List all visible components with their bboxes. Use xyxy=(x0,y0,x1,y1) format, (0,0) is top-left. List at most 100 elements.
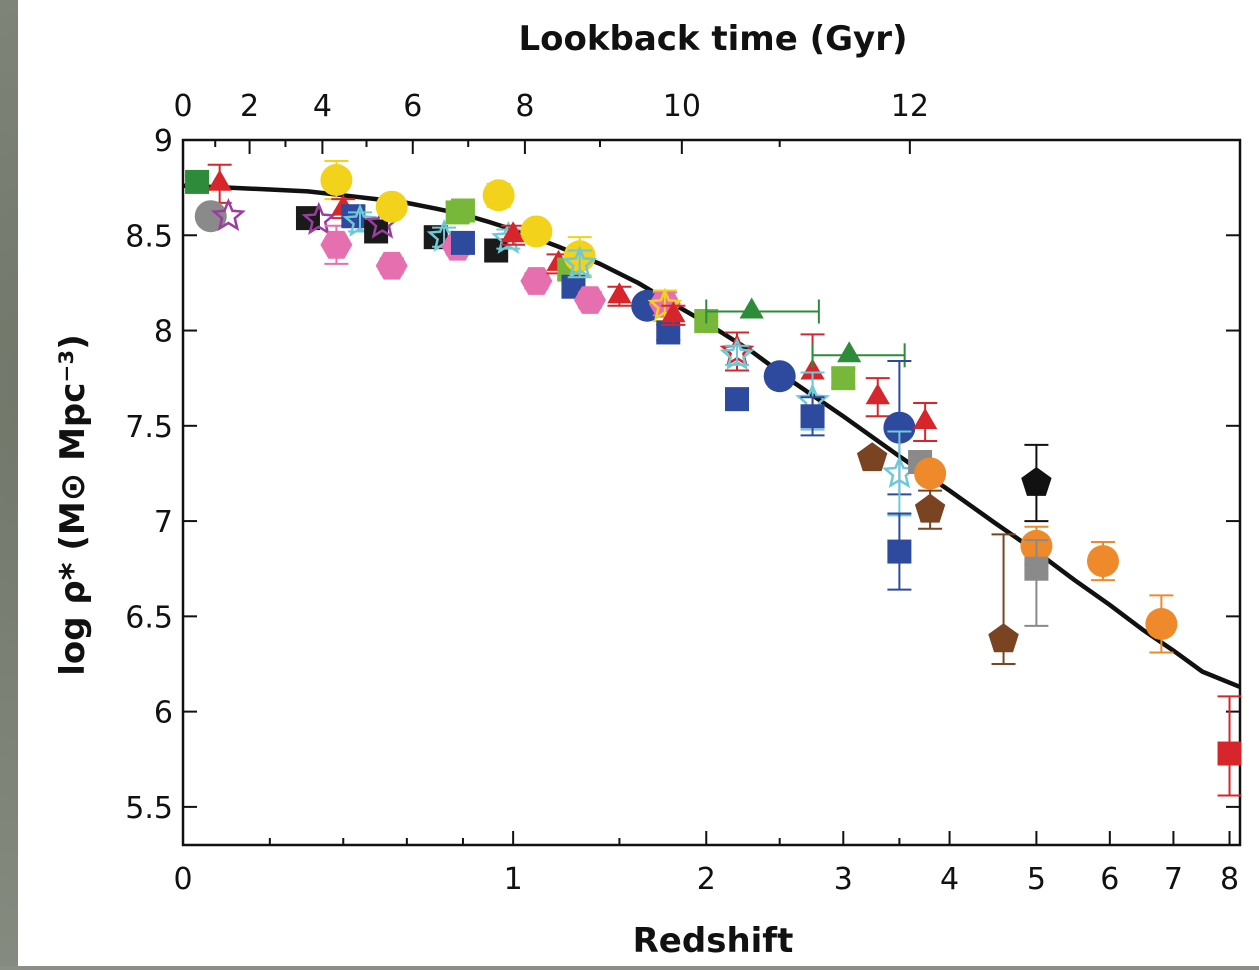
axes-frame: 0 1 2 3 4 5 6 7 80 2 4 6 8 10 125.566.577.588.59 xyxy=(125,89,1242,897)
marker-square xyxy=(484,238,509,263)
marker-star xyxy=(210,197,246,232)
marker-triangle xyxy=(607,282,632,304)
marker-triangle xyxy=(913,408,938,429)
data-point xyxy=(482,179,515,212)
marker-star xyxy=(719,337,755,371)
marker-square xyxy=(800,404,825,429)
data-point xyxy=(520,215,553,248)
top-tick-label: 6 xyxy=(403,89,422,124)
data-point xyxy=(562,245,598,279)
marker-pentagon xyxy=(988,623,1019,653)
top-tick-label: 12 xyxy=(891,89,929,124)
x-tick-label: 1 xyxy=(504,862,523,897)
data-point xyxy=(913,401,938,443)
model-curve xyxy=(182,183,1241,689)
marker-triangle xyxy=(661,301,686,323)
data-point xyxy=(856,442,888,472)
x-tick-label: 8 xyxy=(1220,862,1239,897)
stellar-mass-density-chart: Lookback time (Gyr) Redshift log ρ* (M⊙ … xyxy=(53,19,1242,961)
marker-square xyxy=(1024,556,1049,581)
data-point xyxy=(719,337,755,371)
top-tick-label: 8 xyxy=(515,89,534,124)
top-tick-label: 10 xyxy=(663,89,701,124)
marker-pentagon xyxy=(914,493,946,523)
marker-square xyxy=(450,198,475,223)
marker-star xyxy=(342,203,378,237)
x-axis-title: Redshift xyxy=(633,921,794,961)
x-tick-label: 7 xyxy=(1164,862,1183,897)
marker-square xyxy=(887,539,912,564)
marker-triangle xyxy=(837,341,862,363)
data-point xyxy=(375,190,408,223)
marker-circle xyxy=(763,360,796,393)
y-tick-label: 9 xyxy=(154,124,173,159)
data-point xyxy=(988,533,1019,665)
marker-circle xyxy=(1145,607,1178,640)
y-tick-label: 6 xyxy=(154,696,173,731)
y-tick-label: 7.5 xyxy=(125,410,173,445)
data-point xyxy=(831,366,856,391)
marker-circle xyxy=(520,215,553,248)
data-point xyxy=(705,297,820,324)
marker-circle xyxy=(320,164,353,197)
data-point xyxy=(185,169,210,194)
y-axis-title-text: log ρ* (M⊙ Mpc⁻³) xyxy=(53,334,93,676)
x-tick-label: 0 xyxy=(173,862,192,897)
marker-star xyxy=(562,245,598,279)
marker-square xyxy=(185,169,210,194)
marker-triangle xyxy=(207,169,232,191)
x-tick-label: 3 xyxy=(834,862,853,897)
marker-square xyxy=(450,230,475,255)
data-point xyxy=(194,200,227,233)
top-axis-title: Lookback time (Gyr) xyxy=(518,19,907,59)
data-point xyxy=(1086,541,1119,582)
marker-star xyxy=(301,201,337,235)
data-point xyxy=(607,282,632,307)
y-tick-label: 6.5 xyxy=(125,600,173,635)
data-point xyxy=(725,387,750,412)
data-point xyxy=(1145,594,1178,654)
marker-pentagon xyxy=(856,442,888,472)
data-point xyxy=(320,159,353,201)
data-point xyxy=(375,251,408,280)
y-tick-label: 8 xyxy=(154,315,173,350)
model-curve-line xyxy=(182,183,1241,689)
data-point xyxy=(865,377,890,418)
data-point xyxy=(811,341,906,368)
data-point xyxy=(484,238,509,263)
marker-pentagon xyxy=(1021,467,1052,496)
y-tick-label: 8.5 xyxy=(125,219,173,254)
y-tick-label: 7 xyxy=(154,505,173,540)
marker-circle xyxy=(375,190,408,223)
marker-square xyxy=(1217,741,1242,766)
marker-hexagon xyxy=(320,230,353,259)
data-point xyxy=(763,360,796,393)
data-point xyxy=(501,221,526,246)
data-point xyxy=(914,489,946,530)
y-axis-title: log ρ* (M⊙ Mpc⁻³) xyxy=(53,334,93,676)
data-point xyxy=(450,230,475,255)
x-tick-label: 6 xyxy=(1100,862,1119,897)
top-tick-label: 4 xyxy=(313,89,332,124)
data-point xyxy=(210,197,246,232)
marker-circle xyxy=(194,200,227,233)
data-point xyxy=(1217,695,1242,797)
marker-circle xyxy=(1086,545,1119,578)
data-point xyxy=(1021,443,1052,523)
x-tick-label: 4 xyxy=(940,862,959,897)
y-tick-label: 5.5 xyxy=(125,791,173,826)
marker-square xyxy=(725,387,750,412)
marker-hexagon xyxy=(520,267,553,295)
data-point xyxy=(574,286,606,314)
marker-star xyxy=(647,287,683,321)
data-point xyxy=(301,201,337,235)
marker-triangle xyxy=(501,221,526,243)
data-point xyxy=(207,163,232,204)
chart-panel: Lookback time (Gyr) Redshift log ρ* (M⊙ … xyxy=(18,0,1259,966)
marker-square xyxy=(831,366,856,391)
marker-circle xyxy=(914,457,947,490)
marker-triangle xyxy=(739,297,764,319)
data-point xyxy=(520,267,553,295)
marker-hexagon xyxy=(375,251,408,280)
data-points xyxy=(185,159,1242,797)
